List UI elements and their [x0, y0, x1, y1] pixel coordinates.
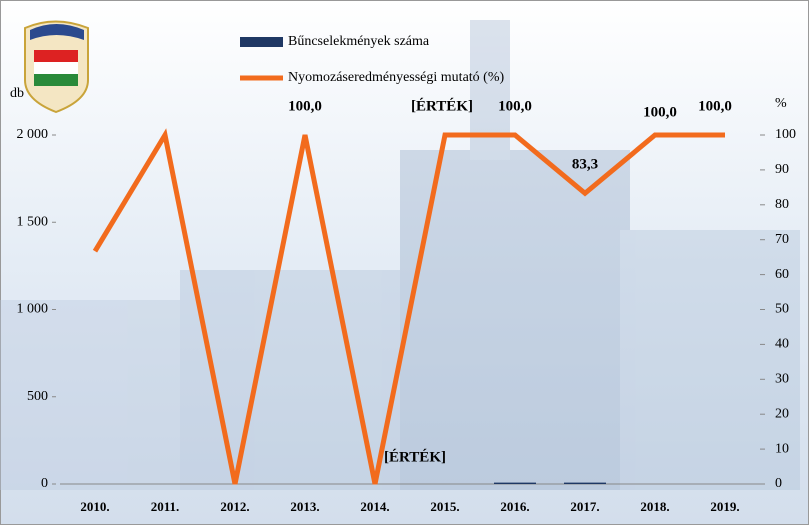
police-logo	[25, 22, 88, 113]
x-tick-label: 2015.	[430, 499, 459, 514]
x-tick-label: 2017.	[570, 499, 599, 514]
data-label: 100,0	[698, 98, 732, 114]
x-tick-label: 2016.	[500, 499, 529, 514]
bar	[564, 483, 606, 484]
y2-axis-title: %	[775, 96, 787, 111]
data-label: 100,0	[498, 98, 532, 114]
data-label: 100,0	[288, 98, 322, 114]
annotation: [ÉRTÉK]	[411, 97, 473, 114]
x-tick-label: 2013.	[290, 499, 319, 514]
y-tick-label: 1 500	[17, 214, 49, 229]
y2-tick-label: 70	[775, 232, 789, 247]
x-tick-label: 2019.	[710, 499, 739, 514]
y-tick-label: 0	[41, 476, 48, 491]
y2-tick-label: 40	[775, 337, 789, 352]
x-tick-label: 2010.	[80, 499, 109, 514]
x-tick-label: 2014.	[360, 499, 389, 514]
y-axis-title: db	[10, 86, 24, 101]
x-tick-label: 2012.	[220, 499, 249, 514]
y2-tick-label: 80	[775, 197, 789, 212]
y2-tick-label: 0	[775, 476, 782, 491]
legend-label: Bűncselekmények száma	[288, 34, 430, 49]
y2-tick-label: 60	[775, 267, 789, 282]
y2-tick-label: 10	[775, 441, 789, 456]
y2-tick-label: 50	[775, 302, 789, 317]
legend-swatch	[240, 37, 283, 47]
y2-tick-label: 90	[775, 162, 789, 177]
y2-tick-label: 30	[775, 372, 789, 387]
y-tick-label: 500	[27, 389, 48, 404]
annotation: [ÉRTÉK]	[384, 448, 446, 465]
bar	[494, 483, 536, 484]
y2-tick-label: 20	[775, 406, 789, 421]
x-tick-label: 2018.	[640, 499, 669, 514]
y-tick-label: 2 000	[17, 127, 49, 142]
x-tick-label: 2011.	[151, 499, 180, 514]
chart: Bűncselekmények száma Nyomozáseredményes…	[0, 0, 809, 525]
legend-label: Nyomozáseredményességi mutató (%)	[288, 70, 504, 85]
data-label: 83,3	[572, 157, 598, 173]
y2-tick-label: 100	[775, 127, 796, 142]
data-label: 100,0	[643, 104, 677, 120]
y-tick-label: 1 000	[17, 302, 49, 317]
